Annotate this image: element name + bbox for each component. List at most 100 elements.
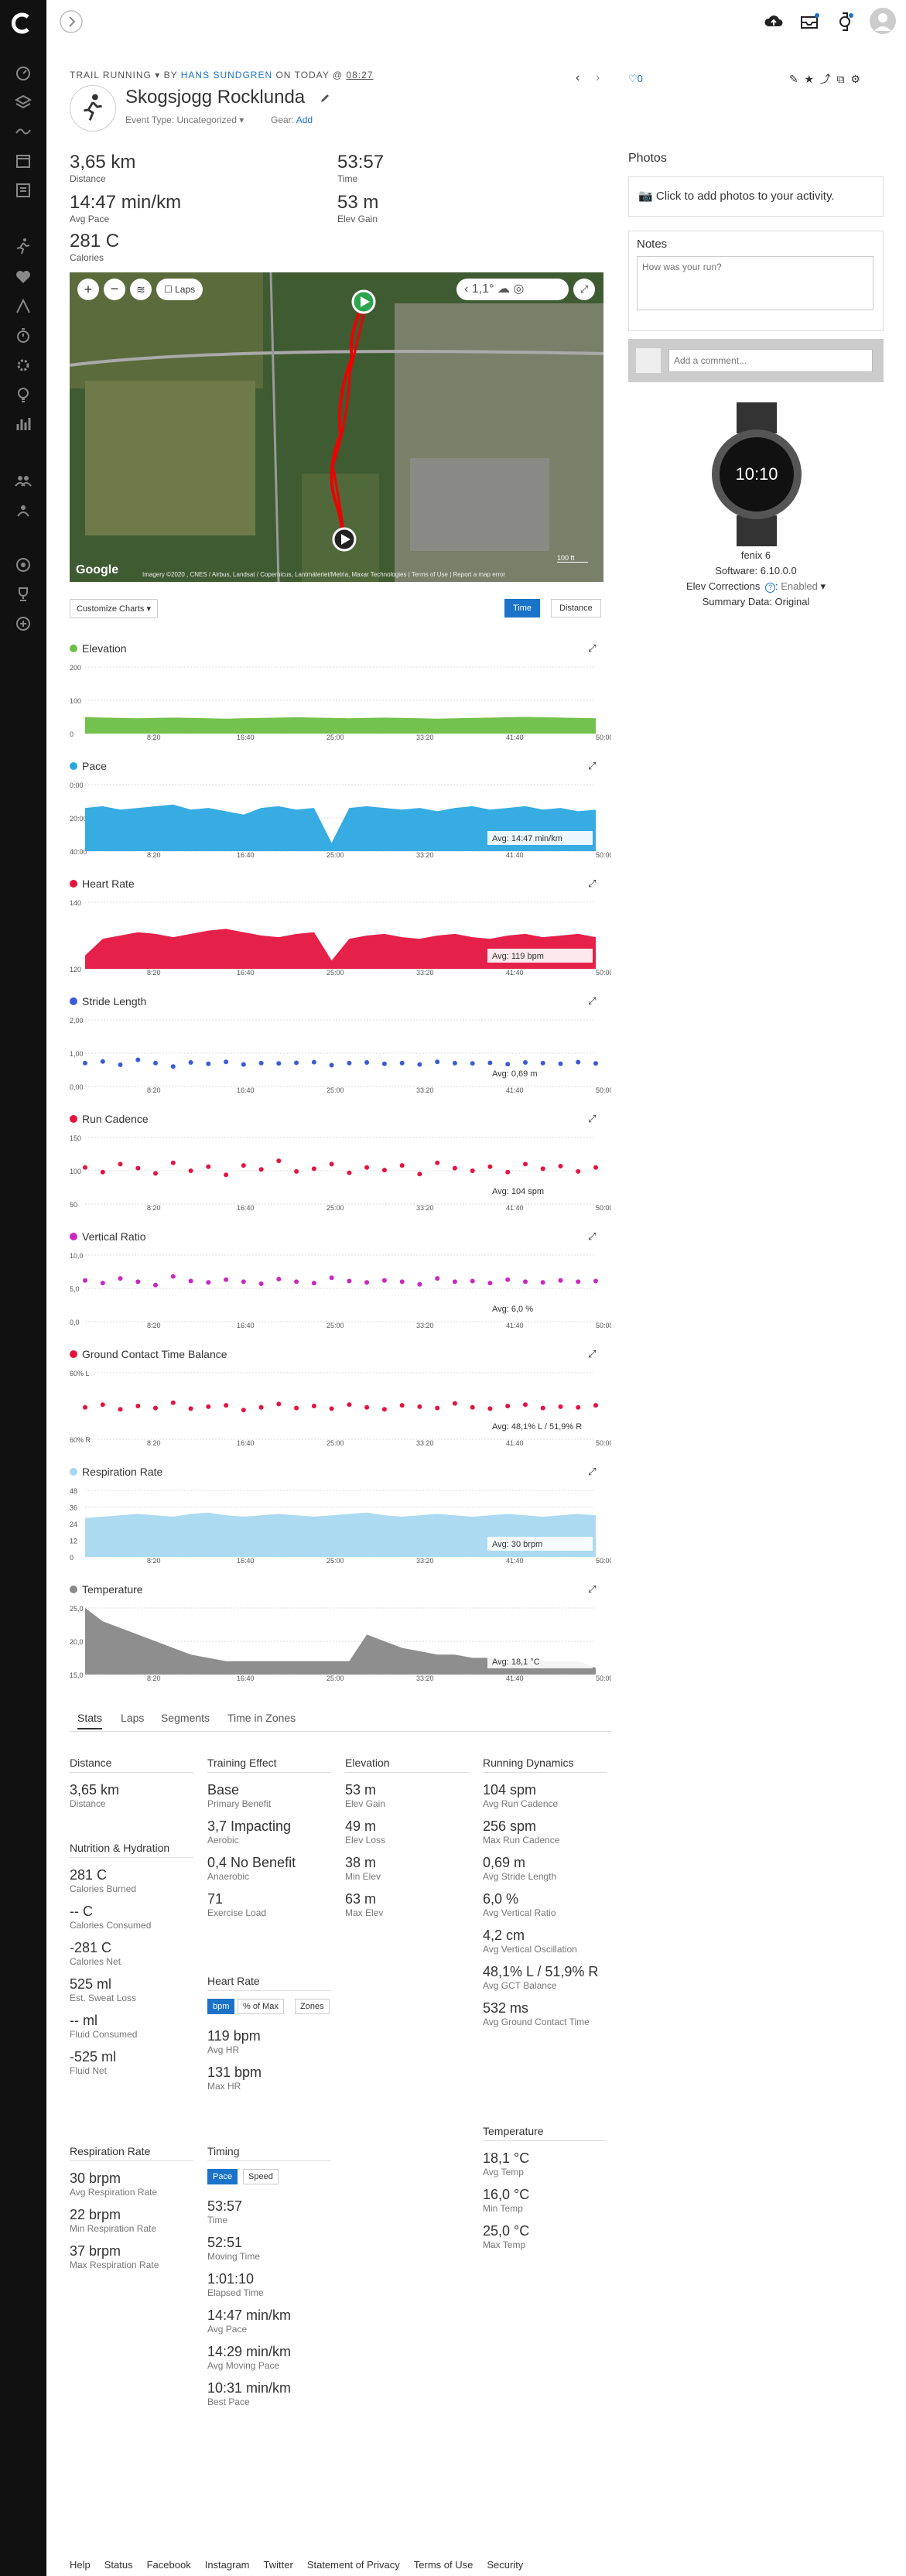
chart-plot[interactable]: 0:00 20:00 40:00 8:20 16:40 25:00 33:20 41:40 50… bbox=[70, 777, 611, 868]
activity-graph-icon[interactable] bbox=[14, 122, 32, 141]
bar-chart-icon[interactable] bbox=[14, 415, 32, 433]
chart-plot[interactable]: 2,00 1,00 0,00 8:20 16:40 25:00 33:20 41:40 50:0… bbox=[70, 1012, 611, 1103]
chart-plot[interactable]: 60% L 60% R 8:20 16:40 25:00 33:20 41:40 50:00 A… bbox=[70, 1365, 611, 1456]
tab-laps[interactable]: Laps bbox=[121, 1712, 145, 1724]
chart-plot[interactable]: 200 100 0 8:20 16:40 25:00 33:20 41:40 50:00 bbox=[70, 659, 611, 751]
footer-link[interactable]: Facebook bbox=[146, 2559, 191, 2571]
next-activity-chevron-icon[interactable]: › bbox=[596, 71, 600, 84]
like-button[interactable]: ♡0 bbox=[628, 73, 643, 84]
chart-title-text: Stride Length bbox=[82, 995, 147, 1007]
star-icon[interactable]: ★ bbox=[804, 73, 815, 85]
stats-toggle-button[interactable]: Pace bbox=[207, 2169, 238, 2184]
edit-icon[interactable]: ✎ bbox=[789, 73, 798, 85]
upload-cloud-icon[interactable] bbox=[763, 11, 785, 32]
footer-link[interactable]: Twitter bbox=[263, 2559, 293, 2571]
footer-link[interactable]: Instagram bbox=[204, 2559, 250, 2571]
chart-plot[interactable]: 10,0 5,0 0,0 8:20 16:40 25:00 33:20 41:40 50:00 A… bbox=[70, 1247, 611, 1339]
garmin-connect-logo-icon[interactable] bbox=[11, 11, 36, 36]
author-link[interactable]: HANS SUNDGREN bbox=[180, 70, 273, 80]
laps-checkbox-icon[interactable]: ☐ bbox=[164, 284, 173, 295]
tab-stats[interactable]: Stats bbox=[77, 1712, 102, 1729]
chart-plot[interactable]: 140 120 8:20 16:40 25:00 33:20 41:40 50:00 Avg: … bbox=[70, 895, 611, 986]
fullscreen-icon[interactable]: ⤢ bbox=[573, 279, 595, 300]
x-tick-label: 41:40 bbox=[506, 1439, 524, 1447]
comment-bar bbox=[628, 339, 884, 382]
gear-icon[interactable] bbox=[14, 356, 32, 375]
expand-chart-icon[interactable]: ⤢ bbox=[588, 1230, 597, 1242]
footer-link[interactable]: Statement of Privacy bbox=[306, 2559, 400, 2571]
connections-icon[interactable] bbox=[14, 472, 32, 491]
activity-title[interactable]: Skogsjogg Rocklunda bbox=[125, 87, 306, 108]
layers-icon[interactable] bbox=[14, 93, 32, 111]
event-type-select[interactable]: Event Type: Uncategorized ▾ bbox=[125, 115, 244, 125]
chart-plot[interactable]: 48 36 24 12 0 8:20 16:40 25:00 33:20 41:40 50:00 Av… bbox=[70, 1483, 611, 1574]
time-toggle-button[interactable]: Time bbox=[504, 599, 541, 617]
add-photos-button[interactable]: 📷 Click to add photos to your activity. bbox=[628, 176, 884, 217]
heart-icon[interactable] bbox=[14, 268, 32, 286]
add-gear-link[interactable]: Add bbox=[296, 115, 313, 125]
x-tick-label: 50:00 bbox=[596, 1322, 611, 1329]
x-tick-label: 41:40 bbox=[506, 851, 524, 859]
calendar-icon[interactable] bbox=[14, 152, 32, 170]
stats-toggle-button[interactable]: % of Max bbox=[238, 1999, 284, 2014]
layers-toggle-icon[interactable]: ≋ bbox=[130, 279, 152, 300]
notes-textarea[interactable] bbox=[637, 256, 874, 310]
stats-toggle-button[interactable]: Zones bbox=[295, 1999, 330, 2014]
reports-icon[interactable] bbox=[14, 181, 32, 200]
tab-segments[interactable]: Segments bbox=[161, 1712, 210, 1724]
edit-pencil-icon[interactable] bbox=[320, 93, 330, 104]
laps-toggle[interactable]: ☐ Laps bbox=[156, 279, 203, 300]
customize-charts-button[interactable]: Customize Charts ▾ bbox=[70, 599, 158, 618]
activity-time[interactable]: 08:27 bbox=[346, 70, 374, 80]
plus-circle-icon[interactable] bbox=[14, 614, 32, 633]
expand-chart-icon[interactable]: ⤢ bbox=[588, 1348, 597, 1360]
zoom-in-button[interactable]: + bbox=[77, 279, 99, 300]
running-figure-icon[interactable] bbox=[14, 237, 32, 255]
zoom-out-button[interactable]: − bbox=[104, 279, 125, 300]
watch-device-icon[interactable] bbox=[834, 11, 856, 32]
chevron-down-icon[interactable]: ▾ bbox=[155, 70, 161, 80]
footer-link[interactable]: Terms of Use bbox=[413, 2559, 474, 2571]
route-map[interactable]: + − ≋ ☐ Laps ‹ 1,1° ☁ ◎ ⤢ Google Imagery… bbox=[70, 272, 603, 582]
dashboard-icon[interactable] bbox=[14, 63, 32, 82]
comment-input[interactable] bbox=[668, 349, 873, 372]
expand-icon[interactable]: ⧉ bbox=[836, 73, 845, 85]
trophy-icon[interactable] bbox=[14, 585, 32, 604]
footer-link[interactable]: Status bbox=[104, 2559, 133, 2571]
data-point bbox=[505, 1277, 511, 1282]
previous-activity-chevron-icon[interactable]: ‹ bbox=[576, 71, 580, 84]
elev-corr-select[interactable]: Enabled bbox=[781, 580, 818, 592]
expand-sidebar-chevron-icon[interactable] bbox=[59, 9, 84, 34]
expand-chart-icon[interactable]: ⤢ bbox=[588, 760, 597, 771]
groups-icon[interactable] bbox=[14, 501, 32, 520]
expand-chart-icon[interactable]: ⤢ bbox=[588, 1466, 597, 1477]
footer-link[interactable]: Help bbox=[70, 2559, 91, 2571]
weather-widget[interactable]: ‹ 1,1° ☁ ◎ bbox=[456, 279, 569, 300]
inbox-icon[interactable] bbox=[798, 11, 820, 32]
expand-chart-icon[interactable]: ⤢ bbox=[588, 1113, 597, 1124]
settings-gear-icon[interactable]: ⚙ bbox=[850, 73, 860, 85]
stats-toggle-button[interactable]: bpm bbox=[207, 1999, 235, 2014]
stopwatch-icon[interactable] bbox=[14, 327, 32, 345]
report-link[interactable]: Report a map error bbox=[453, 571, 506, 578]
share-icon[interactable]: ⤴ bbox=[819, 73, 831, 85]
expand-chart-icon[interactable]: ⤢ bbox=[588, 1583, 597, 1595]
insights-icon[interactable] bbox=[14, 385, 32, 404]
terms-link[interactable]: Terms of Use bbox=[411, 571, 448, 578]
expand-chart-icon[interactable]: ⤢ bbox=[588, 877, 597, 889]
chart-plot[interactable]: 25,0 20,0 15,0 8:20 16:40 25:00 33:20 41:40 50:0… bbox=[70, 1600, 611, 1692]
chart-plot[interactable]: 150 100 50 8:20 16:40 25:00 33:20 41:40 50:00 Avg… bbox=[70, 1130, 611, 1221]
footer-link[interactable]: Security bbox=[487, 2559, 524, 2571]
training-icon[interactable] bbox=[14, 297, 32, 316]
expand-chart-icon[interactable]: ⤢ bbox=[588, 995, 597, 1007]
data-point bbox=[329, 1062, 334, 1068]
weather-chevron-icon[interactable]: ‹ bbox=[464, 282, 469, 296]
stats-toggle-button[interactable]: Speed bbox=[243, 2169, 279, 2184]
help-icon[interactable]: ? bbox=[764, 583, 775, 593]
expand-chart-icon[interactable]: ⤢ bbox=[588, 642, 597, 654]
distance-toggle-button[interactable]: Distance bbox=[551, 599, 601, 617]
tab-time-in-zones[interactable]: Time in Zones bbox=[227, 1712, 296, 1724]
badge-icon[interactable] bbox=[14, 556, 32, 574]
avatar[interactable] bbox=[870, 8, 896, 34]
activity-type[interactable]: TRAIL RUNNING bbox=[70, 70, 152, 80]
